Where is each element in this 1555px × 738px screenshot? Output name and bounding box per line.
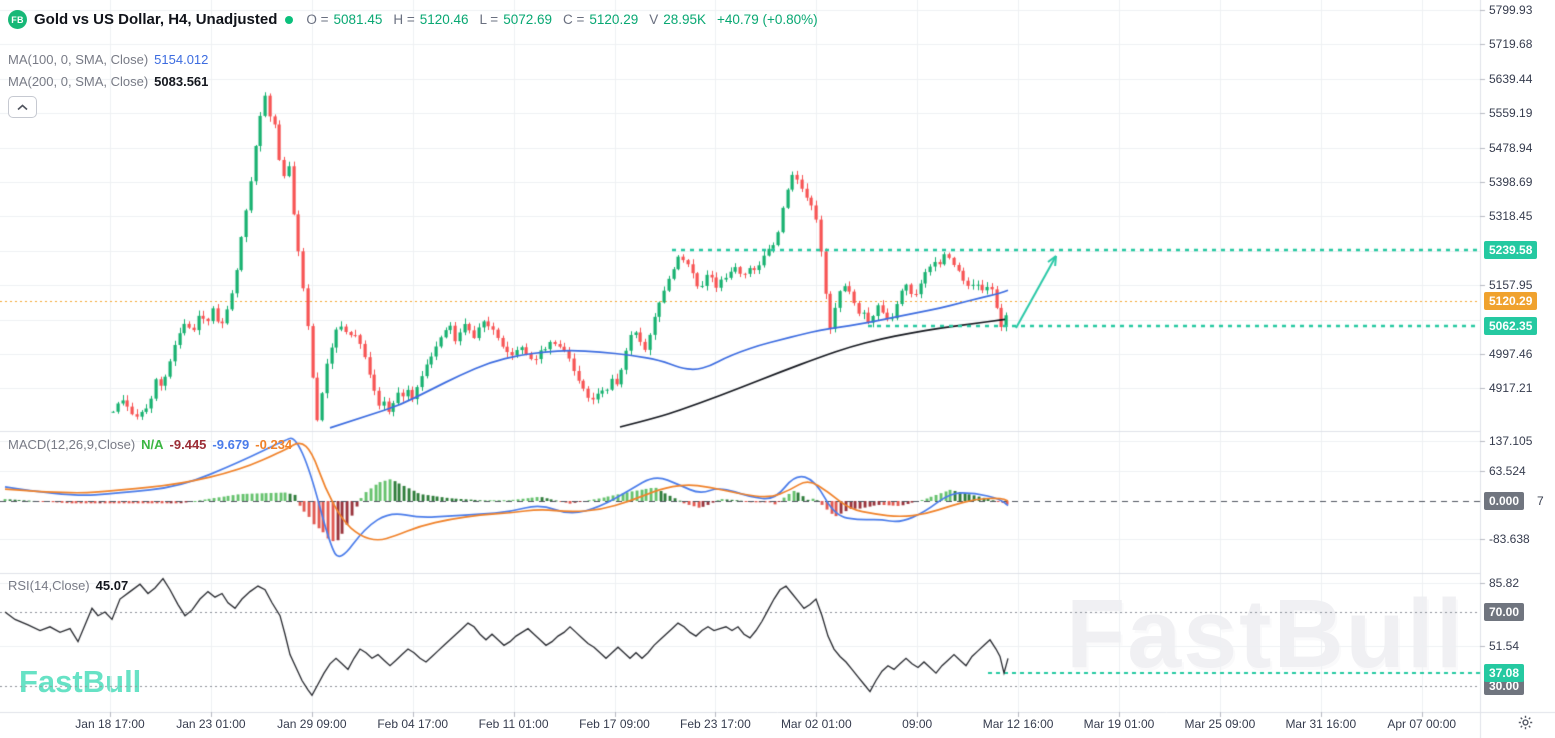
low-label: L =: [479, 12, 499, 27]
rsi-label: RSI(14,Close): [8, 578, 90, 593]
ma200-value: 5083.561: [154, 74, 209, 89]
rsi-legend: RSI(14,Close) 45.07: [8, 578, 128, 593]
settings-gear-icon[interactable]: [1514, 714, 1536, 736]
collapse-pane-button[interactable]: [8, 96, 37, 118]
open-label: O =: [306, 12, 329, 27]
ma200-label: MA(200, 0, SMA, Close): [8, 74, 149, 89]
ma200-legend: MA(200, 0, SMA, Close) 5083.561: [8, 74, 208, 89]
close-value: 5120.29: [589, 12, 639, 27]
change-value: +40.79 (+0.80%): [717, 12, 818, 27]
high-label: H =: [393, 12, 415, 27]
high-value: 5120.46: [419, 12, 469, 27]
ohlc-readout: O = 5081.45 H = 5120.46 L = 5072.69 C = …: [306, 12, 817, 27]
fastbull-badge-icon: FB: [8, 10, 27, 29]
macd-hist-value: -9.445: [169, 437, 207, 452]
macd-na-value: N/A: [141, 437, 164, 452]
volume-label: V: [649, 12, 659, 27]
symbol-header: FB Gold vs US Dollar, H4, Unadjusted O =…: [8, 10, 818, 29]
macd-signal-value: -0.234: [255, 437, 293, 452]
ma100-legend: MA(100, 0, SMA, Close) 5154.012: [8, 52, 208, 67]
chevron-up-icon: [17, 103, 28, 110]
open-value: 5081.45: [333, 12, 383, 27]
ma100-value: 5154.012: [154, 52, 209, 67]
macd-line-value: -9.679: [212, 437, 250, 452]
macd-legend: MACD(12,26,9,Close) N/A -9.445 -9.679 -0…: [8, 437, 292, 452]
volume-value: 28.95K: [663, 12, 707, 27]
symbol-title: Gold vs US Dollar, H4, Unadjusted: [34, 11, 278, 28]
rsi-value: 45.07: [95, 578, 129, 593]
close-label: C =: [563, 12, 585, 27]
market-open-dot-icon: [285, 15, 294, 24]
ma100-label: MA(100, 0, SMA, Close): [8, 52, 149, 67]
macd-label: MACD(12,26,9,Close): [8, 437, 136, 452]
low-value: 5072.69: [503, 12, 553, 27]
